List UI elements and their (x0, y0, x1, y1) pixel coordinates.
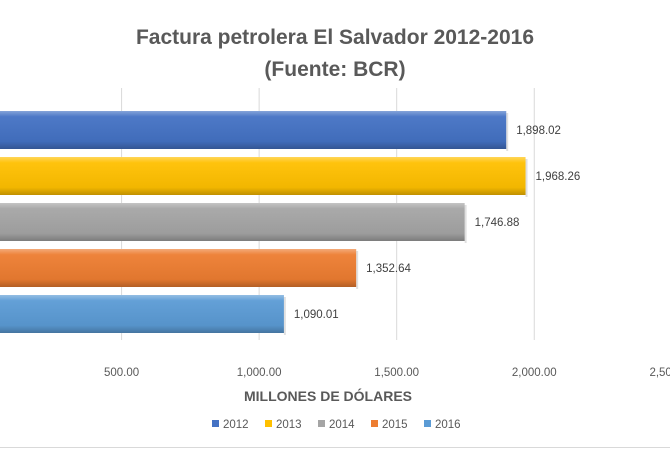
x-axis-label: MILLONES DE DÓLARES (244, 387, 412, 404)
x-tick-label: 1,000.00 (237, 367, 282, 379)
data-label-2016: 1,090.01 (294, 309, 339, 321)
data-label-2014: 1,746.88 (475, 217, 520, 229)
bar-2015-bevel (0, 249, 357, 287)
x-tick-label: 500.00 (104, 367, 139, 379)
legend: 2012 2013 2014 2015 2016 (212, 419, 461, 431)
data-label-2012: 1,898.02 (516, 125, 561, 137)
x-axis-ticks: 500.00 1,000.00 1,500.00 2,000.00 2,500.00 (104, 367, 670, 379)
x-tick-label: 1,500.00 (374, 367, 419, 379)
legend-swatch-2012 (212, 420, 219, 427)
bar-2015-shadow (356, 251, 359, 289)
legend-label-2012: 2012 (223, 419, 249, 431)
data-label-2013: 1,968.26 (536, 171, 581, 183)
bar-2016-shadow (283, 297, 286, 335)
legend-label-2013: 2013 (276, 419, 302, 431)
bars: 1,898.02 1,968.26 1,746.88 1,352.64 1,090.01 (0, 111, 580, 335)
x-tick-label: 2,500.00 (649, 367, 670, 379)
legend-label-2014: 2014 (329, 419, 355, 431)
bar-2013-shadow (525, 159, 528, 197)
data-label-2015: 1,352.64 (366, 263, 411, 275)
legend-swatch-2016 (424, 420, 431, 427)
bar-2012-bevel (0, 111, 507, 149)
legend-swatch-2014 (318, 420, 325, 427)
x-tick-label: 2,000.00 (512, 367, 557, 379)
bar-2014-bevel (0, 203, 465, 241)
bar-2013-bevel (0, 157, 526, 195)
chart-title: Factura petrolera El Salvador 2012-2016 (136, 26, 534, 49)
bar-2016-bevel (0, 295, 284, 333)
legend-swatch-2015 (371, 420, 378, 427)
bar-2014-shadow (464, 205, 467, 243)
bar-2012-shadow (506, 113, 509, 151)
legend-swatch-2013 (265, 420, 272, 427)
legend-label-2015: 2015 (382, 419, 408, 431)
chart-subtitle: (Fuente: BCR) (264, 58, 405, 81)
legend-label-2016: 2016 (435, 419, 461, 431)
